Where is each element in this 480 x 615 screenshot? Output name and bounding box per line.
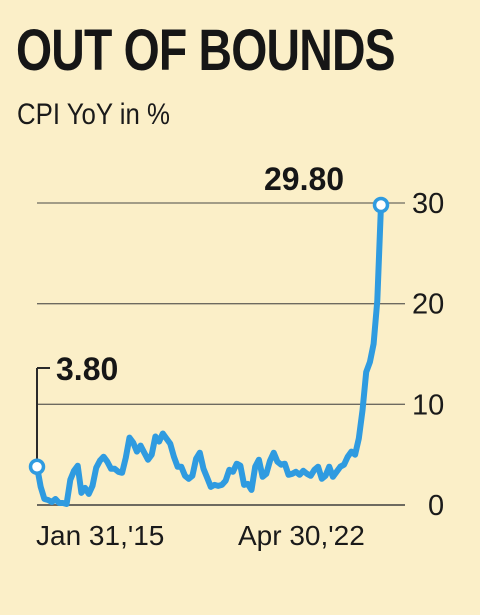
y-tick-label-0: 0 <box>428 490 444 522</box>
start-point-marker <box>28 458 46 475</box>
y-axis-ticks: 0 10 20 30 <box>412 188 444 522</box>
end-point-marker <box>372 196 390 214</box>
y-tick-label-20: 20 <box>412 289 444 321</box>
y-tick-label-10: 10 <box>412 389 444 421</box>
start-value-label: 3.80 <box>56 351 118 387</box>
cpi-series-line <box>34 202 384 507</box>
end-value-label: 29.80 <box>264 161 344 197</box>
series-layer <box>28 196 390 507</box>
chart-subtitle: CPI YoY in % <box>17 98 170 131</box>
y-tick-label-30: 30 <box>412 188 444 220</box>
x-end-label: Apr 30,'22 <box>238 520 365 551</box>
annotations: 3.80 29.80 <box>36 161 344 459</box>
chart-title: OUT OF BOUNDS <box>16 18 396 83</box>
gridlines <box>37 202 405 506</box>
x-start-label: Jan 31,'15 <box>36 520 164 551</box>
